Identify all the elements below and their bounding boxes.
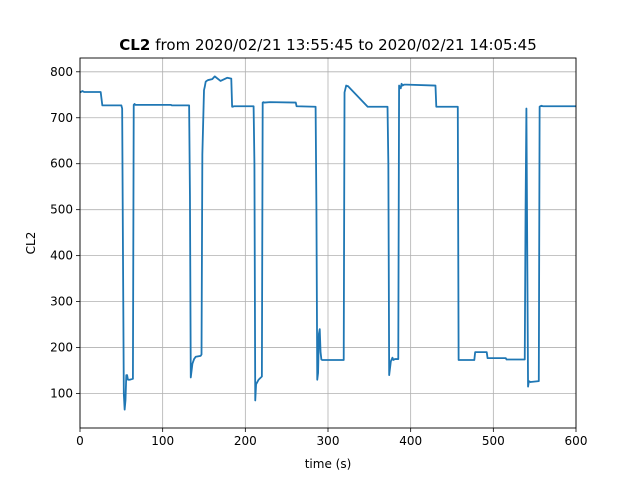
- chart-title-bold: CL2: [119, 36, 150, 54]
- series-line: [79, 75, 576, 411]
- y-axis-label: CL2: [24, 232, 38, 255]
- x-tick-label: 500: [482, 434, 505, 448]
- x-tick-label: 300: [317, 434, 340, 448]
- x-tick-label: 0: [76, 434, 84, 448]
- x-axis: 0 100 200 300 400 500 600: [76, 428, 587, 448]
- x-tick-label: 400: [399, 434, 422, 448]
- y-tick-label: 100: [50, 387, 73, 401]
- x-tick-label: 100: [151, 434, 174, 448]
- x-tick-label: 200: [234, 434, 257, 448]
- y-tick-label: 200: [50, 341, 73, 355]
- y-tick-label: 700: [50, 111, 73, 125]
- y-tick-label: 400: [50, 249, 73, 263]
- grid: [79, 58, 577, 428]
- chart-title: CL2 from 2020/02/21 13:55:45 to 2020/02/2…: [119, 36, 536, 54]
- y-tick-label: 600: [50, 157, 73, 171]
- plot-line-group: [79, 75, 576, 411]
- y-tick-label: 300: [50, 295, 73, 309]
- chart-title-rest: from 2020/02/21 13:55:45 to 2020/02/21 1…: [155, 36, 536, 54]
- y-tick-label: 500: [50, 203, 73, 217]
- y-axis: 100 200 300 400 500 600 700 800: [50, 65, 80, 401]
- y-tick-label: 800: [50, 65, 73, 79]
- x-tick-label: 600: [565, 434, 588, 448]
- x-axis-label: time (s): [305, 457, 352, 471]
